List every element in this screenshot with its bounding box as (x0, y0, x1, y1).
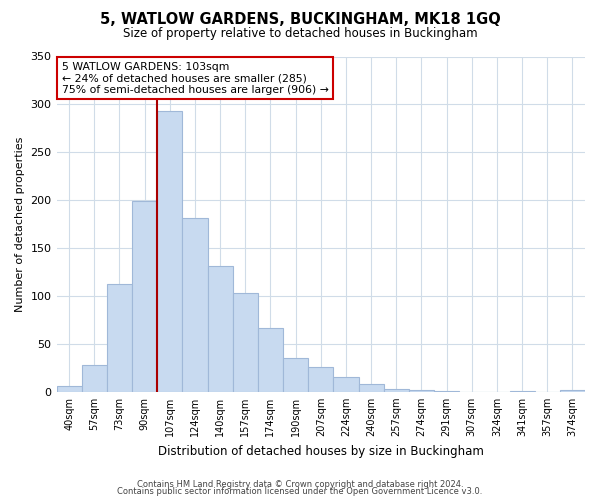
Bar (132, 201, 157, 392)
Bar (233, 293, 258, 392)
Bar (334, 378, 359, 392)
Text: Contains public sector information licensed under the Open Government Licence v3: Contains public sector information licen… (118, 488, 482, 496)
Text: 5 WATLOW GARDENS: 103sqm
← 24% of detached houses are smaller (285)
75% of semi-: 5 WATLOW GARDENS: 103sqm ← 24% of detach… (62, 62, 329, 94)
Y-axis label: Number of detached properties: Number of detached properties (15, 136, 25, 312)
Bar (208, 266, 233, 392)
Bar (509, 391, 535, 392)
Bar (383, 389, 409, 392)
Text: 5, WATLOW GARDENS, BUCKINGHAM, MK18 1GQ: 5, WATLOW GARDENS, BUCKINGHAM, MK18 1GQ (100, 12, 500, 28)
Bar (182, 218, 208, 392)
Text: Size of property relative to detached houses in Buckingham: Size of property relative to detached ho… (122, 28, 478, 40)
Bar (308, 367, 334, 392)
Bar (359, 384, 383, 392)
Bar (434, 391, 459, 392)
Bar (157, 111, 182, 392)
Bar (82, 365, 107, 392)
Bar (258, 328, 283, 392)
Text: Contains HM Land Registry data © Crown copyright and database right 2024.: Contains HM Land Registry data © Crown c… (137, 480, 463, 489)
X-axis label: Distribution of detached houses by size in Buckingham: Distribution of detached houses by size … (158, 444, 484, 458)
Bar (107, 284, 132, 392)
Bar (409, 390, 434, 392)
Bar (560, 390, 585, 392)
Bar (283, 358, 308, 392)
Bar (56, 386, 82, 392)
